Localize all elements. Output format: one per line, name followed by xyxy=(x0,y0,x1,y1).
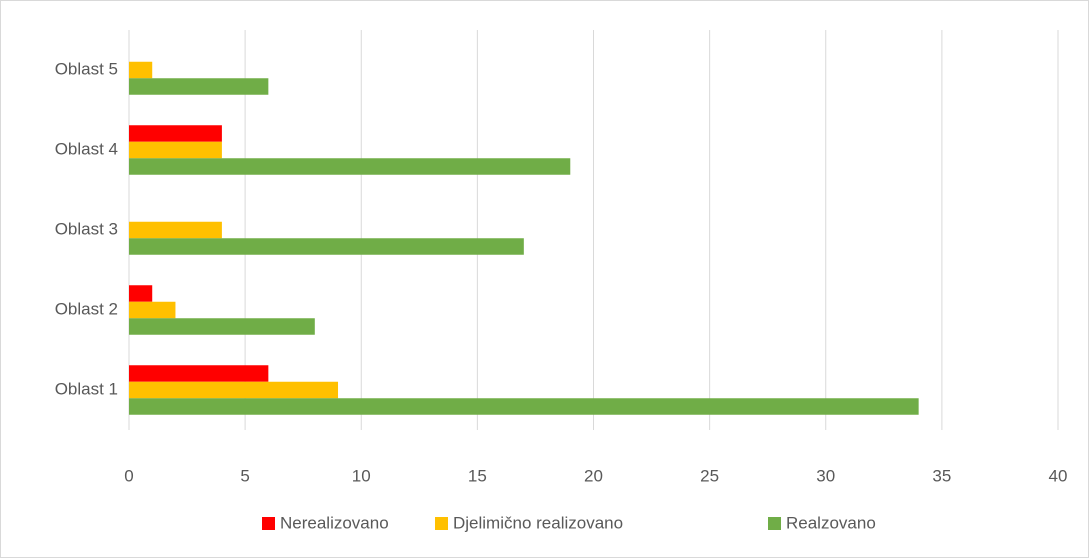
x-tick-label: 10 xyxy=(352,466,371,485)
x-tick-label: 20 xyxy=(584,466,603,485)
bar xyxy=(129,318,315,335)
bar xyxy=(129,365,269,382)
bar xyxy=(129,398,919,415)
legend-label: Realzovano xyxy=(786,513,876,532)
bar xyxy=(129,381,339,399)
bar xyxy=(129,221,222,239)
bar xyxy=(129,238,524,255)
y-tick-label: Oblast 3 xyxy=(55,219,118,238)
bar xyxy=(129,285,153,302)
x-tick-label: 35 xyxy=(932,466,951,485)
bar xyxy=(129,141,222,159)
bar xyxy=(129,78,269,95)
y-tick-label: Oblast 1 xyxy=(55,379,118,398)
y-tick-label: Oblast 4 xyxy=(55,139,118,158)
legend-swatch xyxy=(435,517,448,530)
legend-swatch xyxy=(768,517,781,530)
legend-label: Nerealizovano xyxy=(280,513,389,532)
x-tick-label: 15 xyxy=(468,466,487,485)
x-tick-label: 30 xyxy=(816,466,835,485)
x-tick-label: 25 xyxy=(700,466,719,485)
legend-swatch xyxy=(262,517,275,530)
bar xyxy=(129,301,176,319)
x-tick-label: 0 xyxy=(124,466,133,485)
x-tick-label: 5 xyxy=(240,466,249,485)
y-tick-label: Oblast 5 xyxy=(55,59,118,78)
y-tick-label: Oblast 2 xyxy=(55,299,118,318)
bar xyxy=(129,125,222,142)
legend-label: Djelimično realizovano xyxy=(453,513,623,532)
x-tick-label: 40 xyxy=(1049,466,1068,485)
bar xyxy=(129,158,571,175)
bar xyxy=(129,61,153,79)
